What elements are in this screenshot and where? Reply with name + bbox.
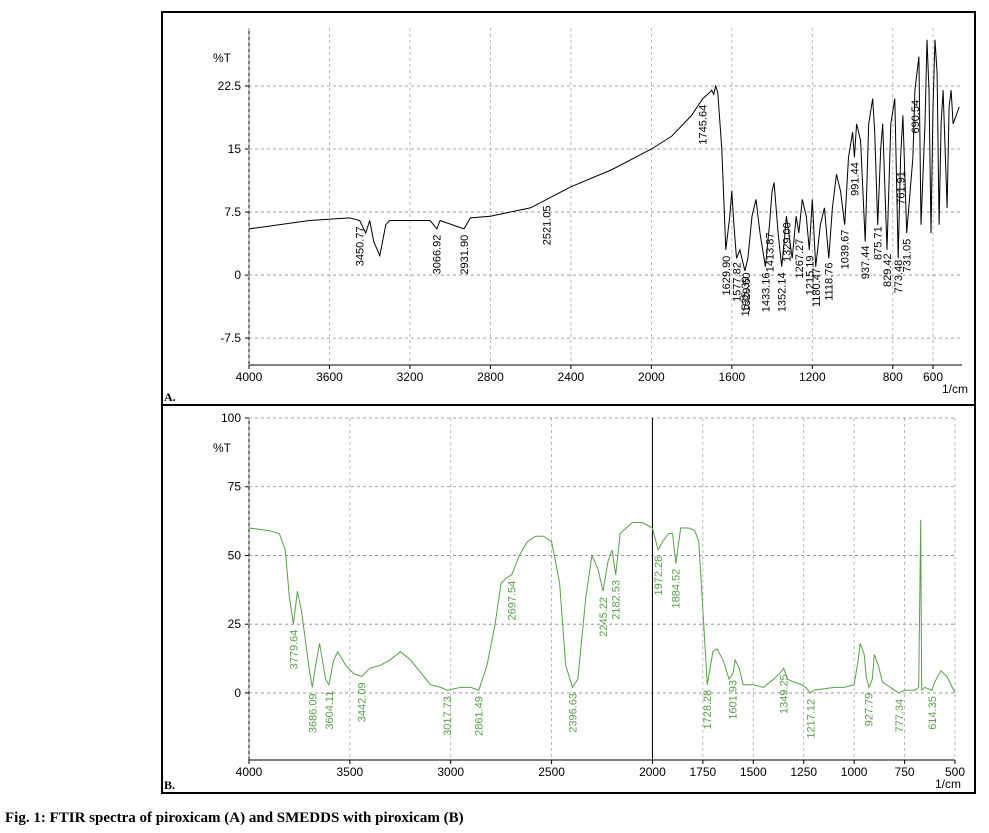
x-tick-label: 4000 xyxy=(236,370,263,384)
figure-caption: Fig. 1: FTIR spectra of piroxicam (A) an… xyxy=(5,810,464,826)
peak-label: 3779.64 xyxy=(288,630,300,670)
peak-label: 1267.27 xyxy=(794,239,806,279)
peak-label: 1728.28 xyxy=(702,690,714,730)
peak-label: 1349.25 xyxy=(779,674,791,714)
peak-label: 3066.92 xyxy=(432,235,444,275)
peak-label: 2861.49 xyxy=(474,696,486,736)
panel-frame xyxy=(161,404,976,794)
x-tick-label: 600 xyxy=(923,370,943,384)
y-tick-label: 75 xyxy=(228,480,242,494)
peak-label: 1972.28 xyxy=(653,556,665,596)
peak-label: 1329.00 xyxy=(781,222,793,262)
peak-label: 875.71 xyxy=(873,226,885,260)
x-tick-label: 1000 xyxy=(841,765,868,779)
peak-label: 1433.16 xyxy=(760,272,772,312)
peak-label: 937.44 xyxy=(860,246,872,280)
peak-label: 1352.14 xyxy=(777,272,789,312)
peak-label: 1413.87 xyxy=(764,232,776,272)
panel-frame xyxy=(161,11,976,406)
peak-label: 2182.53 xyxy=(611,580,623,620)
peak-label: 1039.67 xyxy=(840,230,852,270)
peak-label: 991.44 xyxy=(849,162,861,196)
y-axis-label: %T xyxy=(213,51,232,65)
x-tick-label: 2800 xyxy=(477,370,504,384)
peak-label: 777.34 xyxy=(894,699,906,733)
peak-label: 731.05 xyxy=(902,239,914,273)
x-tick-label: 1200 xyxy=(799,370,826,384)
x-tick-label: 1600 xyxy=(718,370,745,384)
y-tick-label: 0 xyxy=(234,268,241,282)
peak-label: 3442.09 xyxy=(357,682,369,722)
x-axis-label: 1/cm xyxy=(942,382,968,396)
x-tick-label: 750 xyxy=(895,765,915,779)
peak-label: 1529.60 xyxy=(741,272,753,312)
y-tick-label: 7.5 xyxy=(224,205,241,219)
y-tick-label: 50 xyxy=(228,548,242,562)
y-tick-label: 22.5 xyxy=(218,79,242,93)
x-tick-label: 3600 xyxy=(316,370,343,384)
panel-label: A. xyxy=(164,390,176,404)
peak-label: 3450.77 xyxy=(354,226,366,266)
y-tick-label: -7.5 xyxy=(220,331,241,345)
peak-label: 1217.12 xyxy=(805,699,817,739)
peak-label: 2697.54 xyxy=(507,581,519,621)
peak-label: 761.91 xyxy=(895,171,907,205)
spectrum-line xyxy=(248,39,960,272)
peak-label: 2245.22 xyxy=(598,597,610,637)
spectrum-line xyxy=(248,519,956,694)
x-tick-label: 500 xyxy=(945,765,965,779)
peak-label: 1577.82 xyxy=(731,262,743,302)
peak-label: 3017.73 xyxy=(442,696,454,736)
peak-label: 3686.09 xyxy=(307,693,319,733)
y-axis-label: %T xyxy=(213,441,232,455)
peak-label: 614.35 xyxy=(927,696,939,730)
x-tick-label: 3000 xyxy=(437,765,464,779)
peak-label: 2396.63 xyxy=(567,693,579,733)
peak-label: 773.48 xyxy=(893,260,905,294)
x-tick-label: 3200 xyxy=(397,370,424,384)
peak-label: 2521.05 xyxy=(542,205,554,245)
x-tick-label: 2000 xyxy=(639,765,666,779)
peak-label: 829.42 xyxy=(882,253,894,287)
peak-label: 3604.11 xyxy=(324,691,336,730)
peak-label: 1601.93 xyxy=(728,680,740,720)
panel-label: B. xyxy=(164,778,175,792)
peak-label: 1884.52 xyxy=(671,569,683,609)
x-axis-label: 1/cm xyxy=(935,777,961,791)
x-tick-label: 1250 xyxy=(790,765,817,779)
peak-label: 1745.64 xyxy=(698,105,710,145)
x-tick-label: 4000 xyxy=(236,765,263,779)
peak-label: 1215.19 xyxy=(804,255,816,295)
y-tick-label: 100 xyxy=(221,411,241,425)
x-tick-label: 3500 xyxy=(337,765,364,779)
y-tick-label: 0 xyxy=(234,686,241,700)
peak-label: 927.79 xyxy=(864,693,876,727)
x-tick-label: 1750 xyxy=(690,765,717,779)
peak-label: 1180.47 xyxy=(811,268,823,307)
peak-label: 1535.39 xyxy=(740,277,752,317)
peak-label: 2931.90 xyxy=(459,235,471,275)
x-tick-label: 2500 xyxy=(538,765,565,779)
x-tick-label: 2400 xyxy=(558,370,585,384)
x-tick-label: 1500 xyxy=(740,765,767,779)
peak-label: 1118.76 xyxy=(824,263,836,301)
peak-label: 690.54 xyxy=(910,100,922,134)
x-tick-label: 800 xyxy=(883,370,903,384)
x-tick-label: 2000 xyxy=(638,370,665,384)
peak-label: 1629.90 xyxy=(721,256,733,296)
y-tick-label: 25 xyxy=(228,617,242,631)
y-tick-label: 15 xyxy=(228,142,242,156)
